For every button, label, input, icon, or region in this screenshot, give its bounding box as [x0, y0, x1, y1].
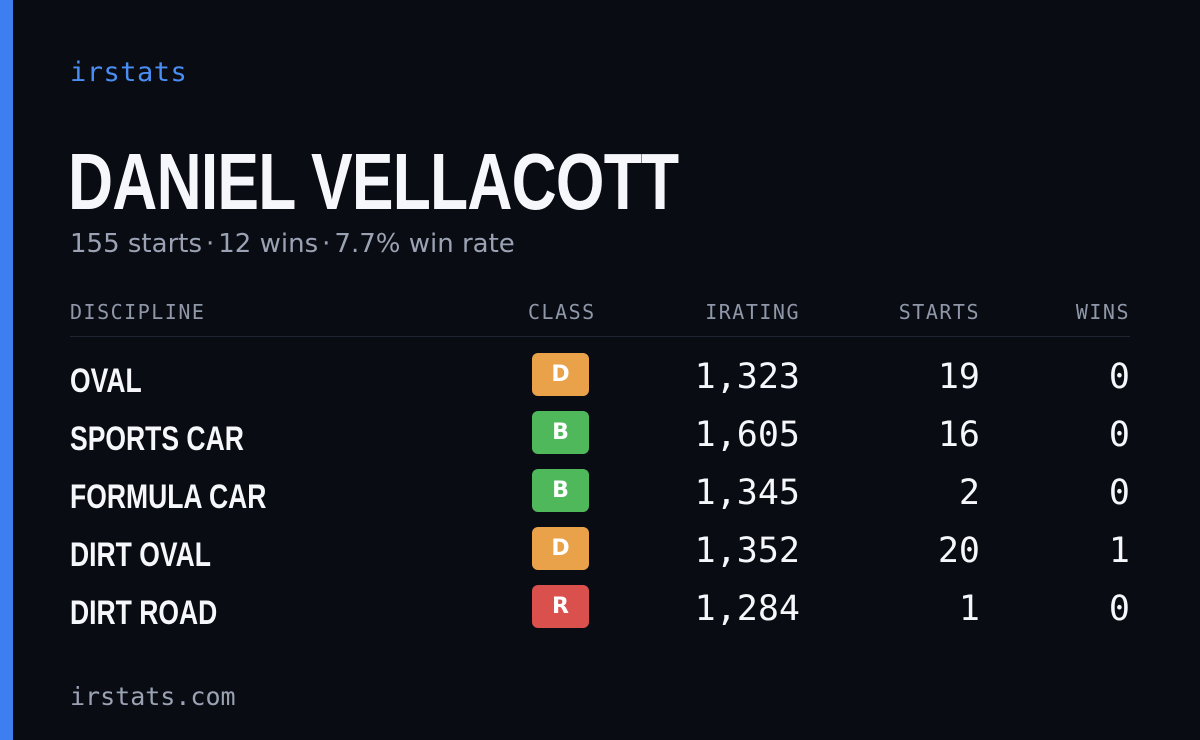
wins-value: 0 — [1108, 415, 1130, 455]
discipline-table: DISCIPLINE CLASS IRATING STARTS WINS OVA… — [70, 296, 1130, 643]
header-wins: WINS — [1075, 300, 1130, 324]
discipline-name: OVAL — [70, 362, 142, 400]
footer-url-link[interactable]: irstats.com — [70, 682, 236, 711]
class-badge: B — [532, 411, 589, 454]
discipline-name: FORMULA CAR — [70, 478, 267, 516]
class-badge: B — [532, 469, 589, 512]
wins-value: 0 — [1108, 589, 1130, 629]
summary-separator: · — [206, 229, 215, 259]
starts-value: 20 — [937, 531, 980, 571]
summary-win-rate: 7.7% win rate — [334, 229, 515, 259]
table-row: SPORTS CAR B 1,605 16 0 — [70, 411, 1130, 469]
driver-summary: 155 starts · 12 wins · 7.7% win rate — [70, 226, 515, 262]
starts-value: 2 — [958, 473, 980, 513]
class-badge: D — [532, 353, 589, 396]
irating-value: 1,323 — [694, 357, 800, 397]
table-row: DIRT ROAD R 1,284 1 0 — [70, 585, 1130, 643]
starts-value: 16 — [937, 415, 980, 455]
header-class: CLASS — [528, 300, 596, 324]
summary-starts: 155 starts — [70, 229, 202, 259]
summary-wins: 12 wins — [218, 229, 319, 259]
irating-value: 1,352 — [694, 531, 800, 571]
starts-value: 19 — [937, 357, 980, 397]
wins-value: 0 — [1108, 473, 1130, 513]
irating-value: 1,605 — [694, 415, 800, 455]
table-row: DIRT OVAL D 1,352 20 1 — [70, 527, 1130, 585]
starts-value: 1 — [958, 589, 980, 629]
accent-bar — [0, 0, 13, 740]
discipline-name: DIRT ROAD — [70, 594, 218, 632]
irating-value: 1,345 — [694, 473, 800, 513]
table-row: FORMULA CAR B 1,345 2 0 — [70, 469, 1130, 527]
header-discipline: DISCIPLINE — [70, 300, 206, 324]
table-header: DISCIPLINE CLASS IRATING STARTS WINS — [70, 296, 1130, 337]
header-irating: IRATING — [705, 300, 800, 324]
table-row: OVAL D 1,323 19 0 — [70, 353, 1130, 411]
wins-value: 1 — [1108, 531, 1130, 571]
discipline-name: SPORTS CAR — [70, 420, 244, 458]
table-body: OVAL D 1,323 19 0 SPORTS CAR B 1,605 16 … — [70, 353, 1130, 643]
wins-value: 0 — [1108, 357, 1130, 397]
irating-value: 1,284 — [694, 589, 800, 629]
header-starts: STARTS — [898, 300, 980, 324]
discipline-name: DIRT OVAL — [70, 536, 211, 574]
class-badge: D — [532, 527, 589, 570]
class-badge: R — [532, 585, 589, 628]
summary-separator: · — [322, 229, 331, 259]
brand-logo-text[interactable]: irstats — [70, 57, 188, 88]
driver-name: DANIEL VELLACOTT — [68, 137, 679, 226]
